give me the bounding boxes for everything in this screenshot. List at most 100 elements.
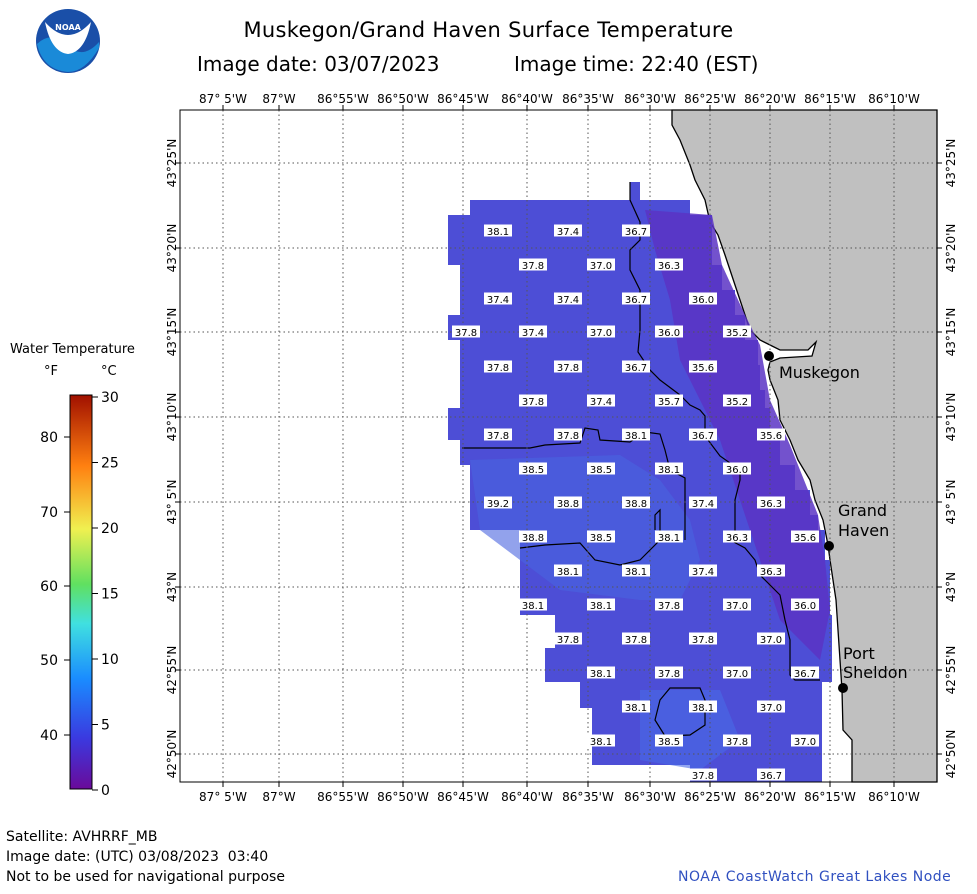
temperature-label: 37.0 — [723, 598, 751, 612]
temperature-label: 37.8 — [723, 734, 751, 748]
svg-text:37.0: 37.0 — [590, 328, 612, 339]
utc-date-label: Image date: (UTC) 03/08/2023 03:40 — [6, 849, 269, 865]
latitude-label-left: 43° 5'N — [165, 480, 179, 525]
temperature-label: 37.0 — [587, 325, 615, 339]
svg-text:35.6: 35.6 — [794, 533, 816, 544]
svg-text:38.1: 38.1 — [590, 669, 612, 680]
latitude-label-right: 43°N — [944, 572, 958, 602]
svg-text:37.8: 37.8 — [522, 261, 544, 272]
svg-text:37.8: 37.8 — [487, 363, 509, 374]
svg-text:36.3: 36.3 — [726, 533, 748, 544]
svg-text:36.0: 36.0 — [692, 295, 714, 306]
longitude-label-top: 86°20'W — [744, 92, 796, 106]
longitude-label-bottom: 86°45'W — [437, 790, 489, 804]
temperature-label: 38.1 — [587, 598, 615, 612]
longitude-label-bottom: 86°40'W — [501, 790, 553, 804]
temperature-label: 37.4 — [689, 496, 717, 510]
muskegon-marker — [764, 351, 774, 361]
temperature-label: 36.7 — [622, 224, 650, 238]
temperature-label: 37.4 — [519, 325, 547, 339]
temperature-label: 35.7 — [655, 394, 683, 408]
temperature-label: 35.6 — [791, 530, 819, 544]
temperature-label: 37.4 — [689, 564, 717, 578]
svg-text:37.8: 37.8 — [455, 328, 477, 339]
place-port-sheldon-line2: Sheldon — [843, 663, 908, 682]
longitude-label-top: 86°40'W — [501, 92, 553, 106]
longitude-label-bottom: 86°50'W — [377, 790, 429, 804]
svg-text:38.8: 38.8 — [625, 499, 647, 510]
longitude-label-top: 87° 5'W — [199, 92, 247, 106]
svg-text:37.8: 37.8 — [522, 397, 544, 408]
svg-text:36.7: 36.7 — [625, 227, 647, 238]
svg-text:38.1: 38.1 — [590, 601, 612, 612]
svg-text:36.7: 36.7 — [692, 431, 714, 442]
temperature-label: 38.1 — [519, 598, 547, 612]
legend-tick-f: 50 — [40, 653, 58, 669]
temperature-label: 36.7 — [757, 768, 785, 782]
temperature-label: 38.8 — [622, 496, 650, 510]
temperature-label: 36.3 — [723, 530, 751, 544]
svg-text:38.8: 38.8 — [522, 533, 544, 544]
svg-text:36.7: 36.7 — [760, 771, 782, 782]
svg-text:37.8: 37.8 — [658, 601, 680, 612]
temperature-label: 37.4 — [554, 292, 582, 306]
temperature-label: 36.7 — [622, 360, 650, 374]
svg-text:37.4: 37.4 — [487, 295, 509, 306]
temperature-label: 37.8 — [655, 666, 683, 680]
temperature-label: 35.2 — [723, 325, 751, 339]
longitude-label-top: 86°30'W — [624, 92, 676, 106]
temperature-label: 38.8 — [519, 530, 547, 544]
longitude-label-bottom: 87°W — [262, 790, 295, 804]
temperature-label: 38.1 — [622, 428, 650, 442]
temperature-label: 38.5 — [519, 462, 547, 476]
svg-text:38.1: 38.1 — [522, 601, 544, 612]
svg-text:37.8: 37.8 — [557, 431, 579, 442]
temperature-label: 38.1 — [554, 564, 582, 578]
svg-text:38.1: 38.1 — [692, 703, 714, 714]
temperature-label: 38.1 — [484, 224, 512, 238]
temperature-label: 36.3 — [757, 564, 785, 578]
longitude-label-bottom: 86°35'W — [562, 790, 614, 804]
svg-text:36.7: 36.7 — [625, 363, 647, 374]
svg-text:38.5: 38.5 — [658, 737, 680, 748]
legend-tick-c: 10 — [101, 652, 119, 668]
place-markers: Muskegon Grand Haven Port Sheldon — [764, 351, 908, 693]
temperature-label: 35.2 — [723, 394, 751, 408]
legend-tick-c: 15 — [101, 587, 119, 603]
latitude-label-left: 43°N — [165, 572, 179, 602]
svg-text:37.0: 37.0 — [760, 703, 782, 714]
temperature-label: 37.0 — [723, 666, 751, 680]
temperature-label: 39.2 — [484, 496, 512, 510]
svg-text:35.6: 35.6 — [760, 431, 782, 442]
place-grand-haven-line2: Haven — [838, 521, 889, 540]
svg-text:37.8: 37.8 — [625, 635, 647, 646]
svg-text:37.4: 37.4 — [590, 397, 612, 408]
svg-text:37.8: 37.8 — [557, 363, 579, 374]
image-time: Image time: 22:40 (EST) — [514, 52, 759, 76]
longitude-label-bottom: 86°55'W — [317, 790, 369, 804]
temperature-label: 37.8 — [554, 632, 582, 646]
temperature-label: 37.8 — [519, 258, 547, 272]
longitude-label-bottom: 86°30'W — [624, 790, 676, 804]
svg-text:37.4: 37.4 — [557, 227, 579, 238]
temperature-label: 38.1 — [655, 462, 683, 476]
temperature-label: 38.5 — [655, 734, 683, 748]
svg-text:35.7: 35.7 — [658, 397, 680, 408]
latitude-label-left: 43°20'N — [165, 224, 179, 273]
temperature-label: 37.0 — [757, 700, 785, 714]
port-sheldon-marker — [838, 683, 848, 693]
temperature-label: 36.7 — [622, 292, 650, 306]
latitude-label-right: 42°50'N — [944, 730, 958, 779]
longitude-label-top: 86°50'W — [377, 92, 429, 106]
svg-text:38.1: 38.1 — [658, 533, 680, 544]
legend-unit-f: °F — [44, 364, 58, 379]
latitude-label-right: 42°55'N — [944, 646, 958, 695]
temperature-label: 38.1 — [655, 530, 683, 544]
image-date: Image date: 03/07/2023 — [197, 52, 440, 76]
temperature-label: 38.1 — [622, 700, 650, 714]
temperature-label: 37.8 — [655, 598, 683, 612]
svg-text:38.1: 38.1 — [590, 737, 612, 748]
longitude-label-top: 86°35'W — [562, 92, 614, 106]
legend-tick-f: 60 — [40, 579, 58, 595]
